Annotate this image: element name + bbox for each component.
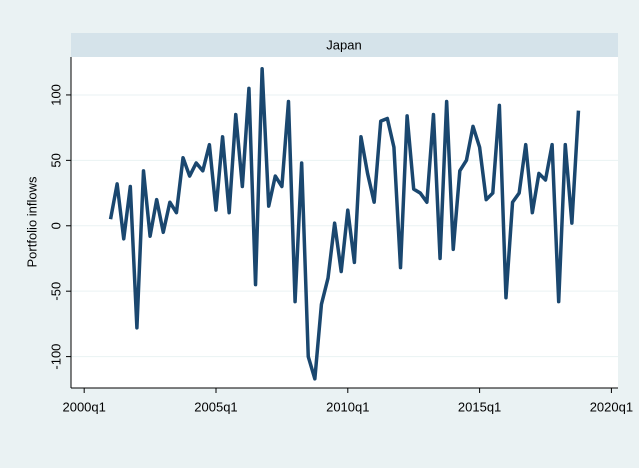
x-tick-label: 2000q1 bbox=[62, 399, 105, 414]
facet-strip bbox=[71, 33, 618, 57]
x-tick-label: 2020q1 bbox=[590, 399, 633, 414]
y-tick-label: 100 bbox=[48, 84, 63, 106]
data-line bbox=[108, 67, 581, 381]
y-tick-label: 50 bbox=[48, 153, 63, 167]
y-tick-label: 0 bbox=[48, 222, 63, 229]
y-tick-label: -50 bbox=[48, 282, 63, 301]
x-tick-label: 2015q1 bbox=[458, 399, 501, 414]
x-tick-label: 2005q1 bbox=[194, 399, 237, 414]
y-tick-label: -100 bbox=[48, 344, 63, 370]
y-axis-label: Portfolio inflows bbox=[24, 176, 39, 268]
x-tick-label: 2010q1 bbox=[326, 399, 369, 414]
facet-title: Japan bbox=[326, 37, 361, 52]
